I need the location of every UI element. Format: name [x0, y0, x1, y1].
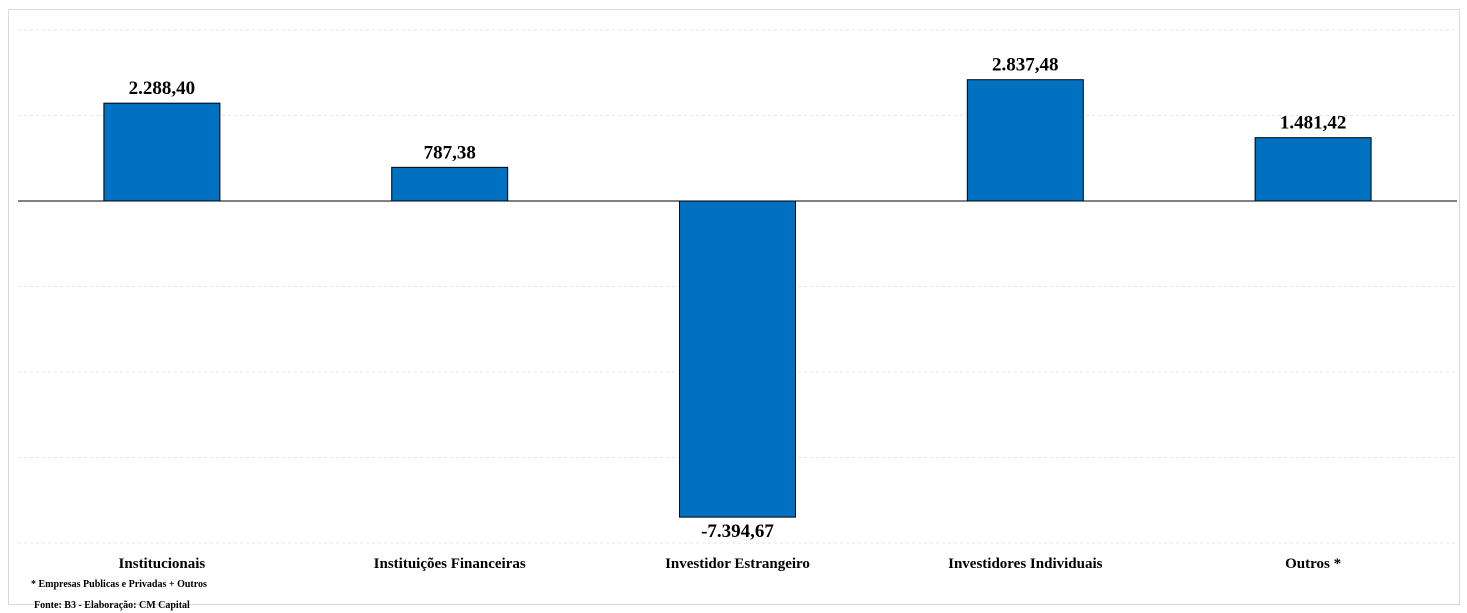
- data-label-3: -7.394,67: [701, 521, 774, 542]
- category-label-4: Investidores Individuais: [948, 556, 1103, 572]
- chart-frame: [8, 9, 1460, 605]
- bar-3: [679, 200, 796, 518]
- category-label-3: Investidor Estrangeiro: [665, 556, 810, 572]
- category-label-5: Outros *: [1285, 556, 1341, 572]
- data-label-4: 2.837,48: [992, 55, 1059, 76]
- data-label-1: 2.288,40: [129, 78, 196, 99]
- value-labels: 2.288,40 787,38 -7.394,67 2.837,48 1.481,42: [129, 55, 1347, 542]
- bar-4: [966, 79, 1084, 202]
- bar-5: [1254, 137, 1372, 202]
- footnote-text: * Empresas Publicas e Privadas + Outros: [31, 579, 207, 590]
- data-label-5: 1.481,42: [1280, 113, 1347, 134]
- category-labels: Institucionais Instituições Financeiras In…: [119, 556, 1342, 572]
- bar-2: [391, 166, 509, 202]
- category-label-2: Instituições Financeiras: [374, 556, 526, 572]
- category-label-1: Institucionais: [119, 556, 206, 572]
- source-text: Fonte: B3 - Elaboração: CM Capital: [34, 600, 190, 611]
- bar-1: [103, 102, 221, 202]
- data-label-2: 787,38: [424, 142, 476, 163]
- bars: [103, 79, 1372, 518]
